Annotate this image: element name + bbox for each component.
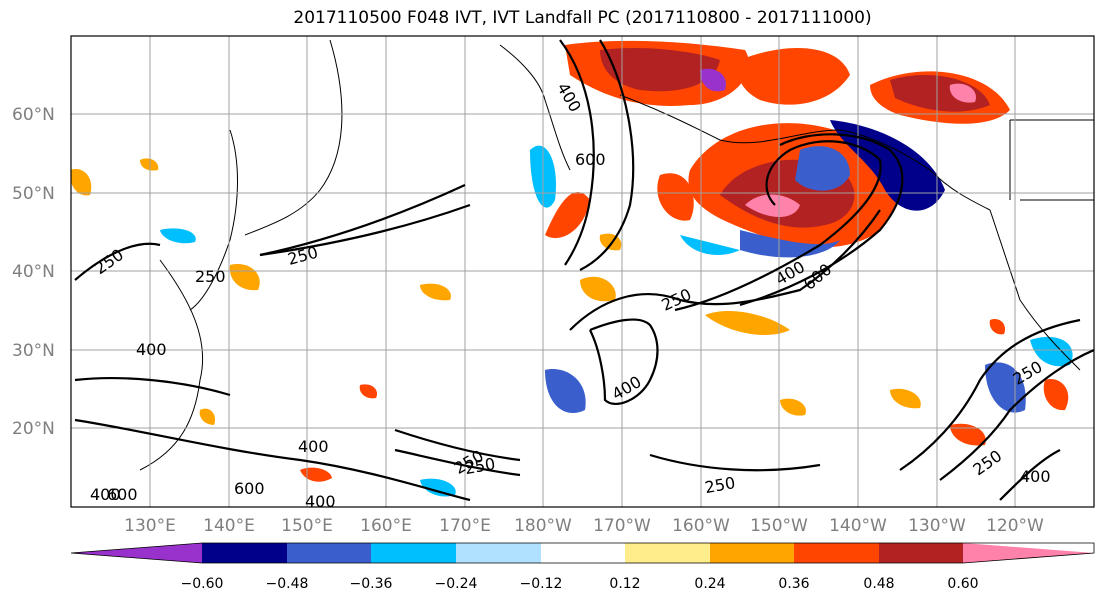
colorbar-tick-label: −0.12 [520, 576, 563, 592]
lon-label: 120°W [986, 516, 1044, 536]
lat-label: 40°N [12, 262, 55, 282]
lon-label: 160°W [672, 516, 730, 536]
coastlines [139, 39, 1094, 471]
colorbar-segment [710, 543, 794, 563]
colorbar-segment [71, 543, 202, 563]
lat-label: 30°N [12, 341, 55, 361]
colorbar-segment [287, 543, 371, 563]
map-title: 2017110500 F048 IVT, IVT Landfall PC (20… [293, 8, 872, 28]
gridlines [71, 36, 1094, 507]
lon-label: 150°E [281, 516, 333, 536]
colorbar-tick-label: −0.48 [266, 576, 309, 592]
colorbar-tick-label: 0.24 [694, 576, 725, 592]
lon-axis: 130°E 140°E 150°E 160°E 170°E 180°W 170°… [124, 516, 1044, 536]
contour-label: 600 [234, 479, 265, 498]
colorbar-segment [371, 543, 456, 563]
contour-label: 600 [575, 150, 606, 169]
contour-label: 400 [298, 437, 329, 456]
colorbar-outline [70, 542, 1095, 564]
contour-label: 400 [90, 485, 121, 504]
colorbar-segment [794, 543, 879, 563]
lat-label: 50°N [12, 184, 55, 204]
colorbar-segment [202, 543, 287, 563]
colorbar-tick-label: 0.36 [778, 576, 809, 592]
contour-label: 400 [1020, 467, 1051, 486]
colorbar-tick-label: 0.12 [609, 576, 640, 592]
lon-label: 170°E [439, 516, 491, 536]
contour-label: 250 [195, 267, 226, 286]
colorbar-segment [541, 543, 625, 563]
lat-axis: 60°N 50°N 40°N 30°N 20°N [12, 105, 55, 439]
colorbar-segment [456, 543, 541, 563]
contour-label: 600 [107, 485, 138, 504]
lon-label: 150°W [750, 516, 808, 536]
colorbar-ticks: −0.60 −0.48 −0.36 −0.24 −0.12 0.12 0.24 … [181, 576, 979, 592]
ivt-pc-fill [71, 40, 1073, 497]
lon-label: 140°E [203, 516, 255, 536]
colorbar-tick-label: −0.60 [181, 576, 224, 592]
lat-label: 20°N [12, 419, 55, 439]
lon-label: 130°E [124, 516, 176, 536]
lon-label: 180°W [514, 516, 572, 536]
lon-label: 170°W [593, 516, 651, 536]
colorbar-tick-label: −0.36 [350, 576, 393, 592]
lat-label: 60°N [12, 105, 55, 125]
colorbar-tick-label: 0.48 [863, 576, 894, 592]
contour-label: 400 [305, 492, 336, 511]
colorbar-segment [879, 543, 963, 563]
lon-label: 140°W [829, 516, 887, 536]
contour-label: 400 [136, 340, 167, 359]
ivt-contours [74, 39, 1094, 502]
lon-label: 160°E [360, 516, 412, 536]
colorbar-tick-label: −0.24 [435, 576, 478, 592]
map-frame [70, 35, 1095, 508]
colorbar-tick-label: 0.60 [947, 576, 978, 592]
colorbar-segment [963, 543, 1094, 563]
lon-label: 130°W [908, 516, 966, 536]
colorbar-segment [625, 543, 710, 563]
